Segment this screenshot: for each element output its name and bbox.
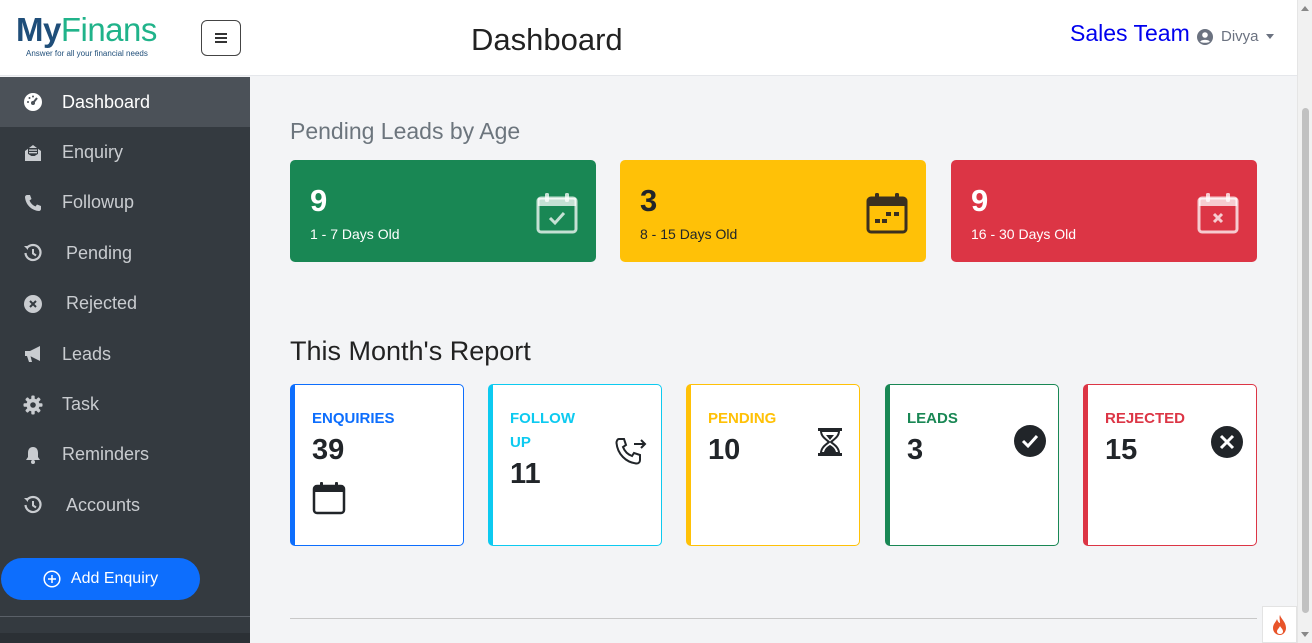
hamburger-icon: [215, 37, 227, 39]
calendar-week-icon: [866, 192, 908, 239]
user-menu[interactable]: Divya: [1197, 28, 1274, 45]
hourglass-icon: [817, 427, 843, 462]
gauge-icon: [22, 91, 44, 113]
pending-leads-title: Pending Leads by Age: [290, 118, 521, 144]
scroll-up-arrow-icon[interactable]: [1301, 6, 1309, 11]
plus-circle-icon: [43, 570, 61, 588]
bell-icon: [22, 444, 44, 466]
age-card-value: 9: [971, 183, 989, 218]
user-name: Divya: [1221, 28, 1259, 45]
sidebar-item-label: Leads: [62, 343, 112, 364]
page-title: Dashboard: [471, 22, 623, 57]
age-card-value: 3: [640, 183, 658, 218]
report-card-rejected[interactable]: REJECTED 15: [1083, 384, 1257, 546]
gear-icon: [22, 394, 44, 416]
megaphone-icon: [22, 343, 44, 365]
report-card-title: LEADS: [907, 410, 958, 427]
sidebar-divider: [0, 616, 250, 617]
calendar-check-icon: [536, 192, 578, 239]
age-card-8-15-days[interactable]: 3 8 - 15 Days Old: [620, 160, 926, 262]
section-divider: [290, 618, 1257, 619]
sidebar-item-label: Dashboard: [62, 91, 151, 112]
phone-icon: [22, 192, 44, 214]
sidebar-item-rejected[interactable]: Rejected: [0, 279, 250, 329]
add-enquiry-button[interactable]: Add Enquiry: [1, 558, 200, 600]
report-card-pending[interactable]: PENDING 10: [686, 384, 860, 546]
sidebar-item-label: Enquiry: [62, 142, 124, 163]
report-card-title: REJECTED: [1105, 410, 1186, 427]
sidebar-item-pending[interactable]: Pending: [0, 228, 250, 278]
logo-wordmark: MyFinans: [16, 11, 157, 48]
vertical-scrollbar[interactable]: [1297, 0, 1312, 643]
age-card-value: 9: [310, 183, 328, 218]
menu-toggle-button[interactable]: [201, 20, 241, 56]
sidebar-item-followup[interactable]: Followup: [0, 178, 250, 228]
check-circle-icon: [1013, 424, 1047, 463]
scroll-down-arrow-icon[interactable]: [1301, 632, 1309, 637]
sidebar-item-leads[interactable]: Leads: [0, 329, 250, 379]
flame-icon: [1272, 614, 1286, 635]
sidebar-item-label: Followup: [62, 192, 135, 213]
history-icon: [22, 242, 44, 264]
report-card-title: FOLLOW UP: [510, 410, 575, 451]
sidebar-item-label: Accounts: [66, 494, 141, 515]
report-card-value: 10: [708, 434, 741, 466]
x-circle-icon: [1210, 425, 1244, 464]
history-icon: [22, 494, 44, 516]
report-card-enquiries[interactable]: ENQUIRIES 39: [290, 384, 464, 546]
chevron-down-icon: [1265, 34, 1274, 39]
monthly-report-title: This Month's Report: [290, 336, 531, 366]
report-card-follow-up[interactable]: FOLLOW UP 11: [488, 384, 662, 546]
age-card-label: 16 - 30 Days Old: [971, 226, 1077, 242]
floating-action-button[interactable]: [1262, 606, 1297, 643]
report-card-leads[interactable]: LEADS 3: [885, 384, 1059, 546]
sidebar-item-dashboard[interactable]: Dashboard: [0, 77, 250, 128]
report-card-value: 39: [312, 434, 345, 466]
report-card-value: 15: [1105, 434, 1138, 466]
add-enquiry-label: Add Enquiry: [70, 570, 159, 587]
sidebar-item-accounts[interactable]: Accounts: [0, 480, 250, 530]
age-card-1-7-days[interactable]: 9 1 - 7 Days Old: [290, 160, 596, 262]
brand-logo[interactable]: MyFinans Answer for all your financial n…: [16, 11, 186, 59]
sidebar-item-label: Pending: [66, 242, 133, 263]
sidebar-item-label: Rejected: [66, 293, 138, 314]
logo-tagline: Answer for all your financial needs: [26, 49, 148, 58]
age-card-16-30-days[interactable]: 9 16 - 30 Days Old: [951, 160, 1257, 262]
calendar-x-icon: [1197, 192, 1239, 239]
sidebar-item-label: Reminders: [62, 444, 150, 465]
sidebar-item-reminders[interactable]: Reminders: [0, 430, 250, 480]
report-card-value: 11: [510, 458, 541, 490]
scrollbar-thumb[interactable]: [1302, 108, 1309, 613]
sidebar-item-label: Task: [62, 394, 100, 415]
report-card-title: ENQUIRIES: [312, 410, 395, 427]
team-name: Sales Team: [1070, 20, 1190, 46]
age-card-label: 1 - 7 Days Old: [310, 226, 400, 242]
user-circle-icon: [1197, 28, 1213, 45]
sidebar-footer: [0, 633, 250, 643]
calendar-icon: [312, 481, 346, 520]
x-circle-icon: [22, 293, 44, 315]
age-card-label: 8 - 15 Days Old: [640, 226, 738, 242]
sidebar: Dashboard Enquiry Followup Pending Rejec…: [0, 77, 250, 643]
report-card-title: PENDING: [708, 410, 777, 427]
envelope-open-icon: [22, 142, 44, 164]
phone-forward-icon: [613, 435, 649, 476]
top-header: MyFinans Answer for all your financial n…: [0, 0, 1297, 76]
sidebar-item-task[interactable]: Task: [0, 379, 250, 429]
report-card-value: 3: [907, 434, 924, 466]
sidebar-item-enquiry[interactable]: Enquiry: [0, 127, 250, 177]
